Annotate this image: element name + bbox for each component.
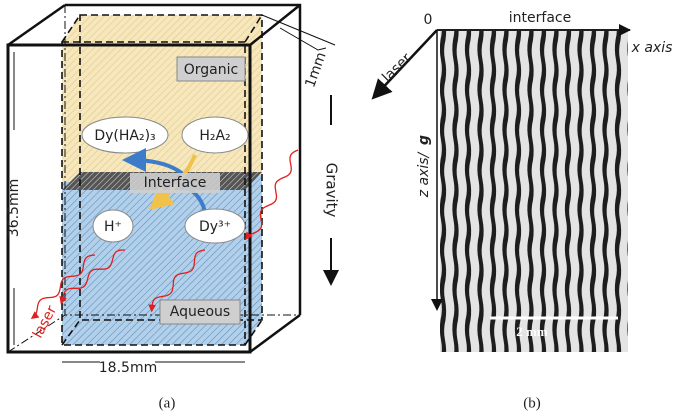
laser-label: laser: [379, 50, 415, 86]
box-front: [6, 43, 252, 354]
scale-bar-label: 2 mm: [516, 324, 548, 339]
laser-label: laser: [30, 303, 60, 341]
laser-waves: [30, 149, 299, 320]
height-label: 36.5mm: [6, 179, 22, 237]
origin-label: 0: [424, 12, 433, 28]
interface-box: [130, 173, 220, 193]
species-bubble: [181, 116, 249, 154]
laser-axis: [371, 29, 438, 100]
panel-caption: (b): [523, 395, 541, 411]
species-label: H₂A₂: [199, 128, 230, 144]
z-axis-label: z axis/: [416, 151, 432, 198]
gravity-label: Gravity: [323, 163, 341, 218]
laser-wave: [30, 254, 96, 320]
box-edges: [7, 3, 301, 354]
aqueous-label: Aqueous: [170, 304, 230, 320]
depth-label: 1mm: [302, 50, 329, 89]
laser-wave: [59, 249, 125, 305]
aqueous-box: [159, 299, 241, 325]
inner-edges: [61, 14, 263, 346]
ion-bubble: [92, 209, 134, 243]
interface-label: interface: [509, 10, 571, 26]
box-hidden-edge: [7, 314, 66, 353]
stripe-image: [440, 30, 628, 352]
z-axis-symbol: g: [416, 135, 432, 145]
x-axis-label: x axis: [631, 40, 673, 56]
laser-wave: [244, 149, 299, 241]
ion-label: H⁺: [104, 219, 122, 235]
interface-label: Interface: [144, 175, 207, 191]
ion-bubble: [184, 208, 246, 244]
organic-label: Organic: [184, 62, 238, 78]
organic-box: [176, 56, 246, 82]
ion-label: Dy³⁺: [199, 219, 231, 235]
species-label: Dy(HA₂)₃: [94, 128, 155, 144]
dimension-line: [261, 14, 336, 51]
panel-caption: (a): [159, 395, 176, 411]
width-label: 18.5mm: [99, 360, 157, 376]
inner-front: [61, 41, 246, 346]
laser-wave: [148, 249, 206, 313]
